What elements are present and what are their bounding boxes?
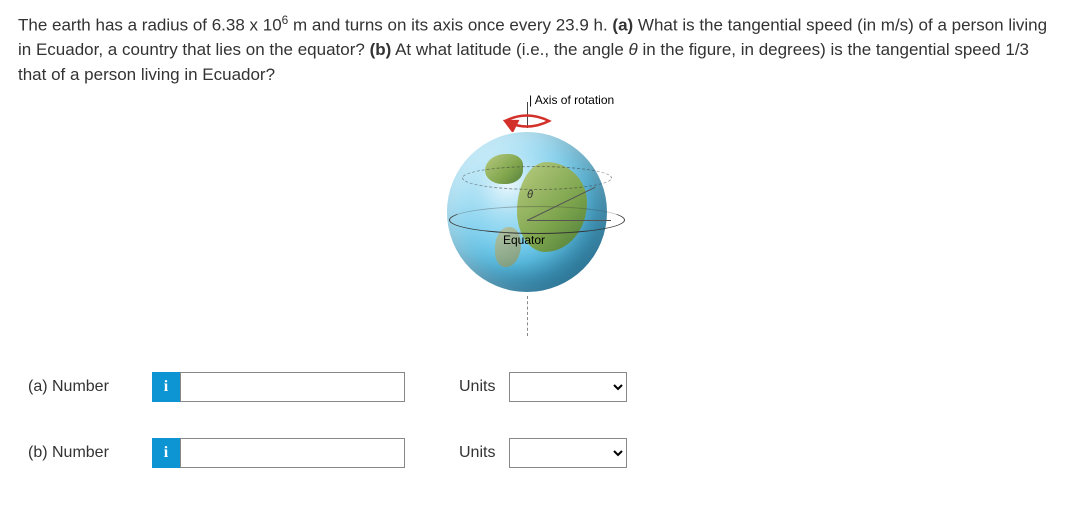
info-icon[interactable]: i bbox=[152, 438, 180, 468]
number-input-b[interactable] bbox=[180, 438, 405, 468]
row-label-b: (b) Number bbox=[28, 441, 138, 464]
radius-line bbox=[527, 220, 611, 221]
axis-line-bottom bbox=[527, 296, 528, 336]
answer-row-a: (a) Number i Units bbox=[28, 372, 1056, 402]
latitude-ring bbox=[462, 166, 612, 190]
text-part: The earth has a radius of 6.38 x 10 bbox=[18, 16, 282, 35]
equator-label: Equator bbox=[503, 232, 545, 249]
rotation-arrow-icon bbox=[497, 110, 557, 132]
text-part: At what latitude (i.e., the angle bbox=[391, 40, 628, 59]
problem-statement: The earth has a radius of 6.38 x 106 m a… bbox=[18, 12, 1056, 88]
number-input-a[interactable] bbox=[180, 372, 405, 402]
earth-figure: | Axis of rotation θ Equator bbox=[427, 96, 647, 336]
axis-label: | Axis of rotation bbox=[529, 92, 614, 109]
info-icon[interactable]: i bbox=[152, 372, 180, 402]
answer-row-b: (b) Number i Units bbox=[28, 438, 1056, 468]
theta-label: θ bbox=[527, 188, 533, 204]
figure-container: | Axis of rotation θ Equator bbox=[18, 96, 1056, 336]
part-b-label: (b) bbox=[370, 40, 392, 59]
text-part: m and turns on its axis once every 23.9 … bbox=[288, 16, 612, 35]
units-label-b: Units bbox=[459, 441, 495, 464]
units-select-a[interactable] bbox=[509, 372, 627, 402]
part-a-label: (a) bbox=[612, 16, 633, 35]
row-label-a: (a) Number bbox=[28, 375, 138, 398]
units-label-a: Units bbox=[459, 375, 495, 398]
units-select-b[interactable] bbox=[509, 438, 627, 468]
theta-symbol: θ bbox=[629, 40, 638, 59]
